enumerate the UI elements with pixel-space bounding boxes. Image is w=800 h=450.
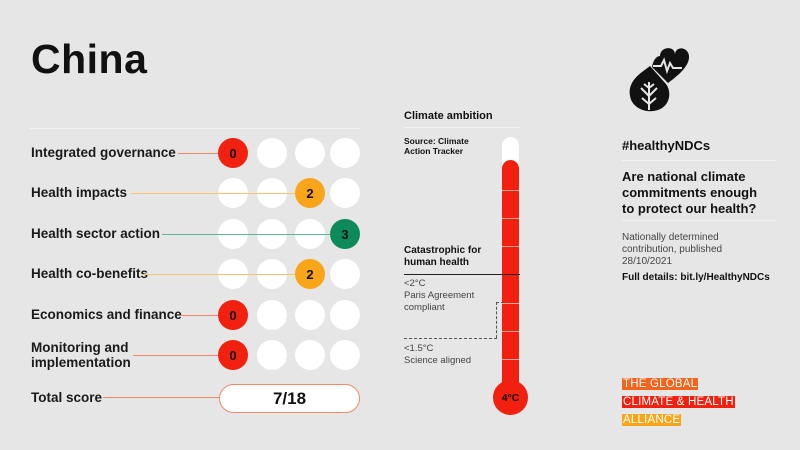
published-line: Nationally determined xyxy=(622,232,719,243)
thermometer-tick xyxy=(502,359,519,360)
logo-line-3: ALLIANCE xyxy=(622,414,682,426)
thermometer-tick xyxy=(502,246,519,247)
science-line: Science aligned xyxy=(404,355,472,366)
row-label: Health co-benefits xyxy=(31,266,149,281)
logo-line-2: CLIMATE & HEALTH xyxy=(622,396,735,408)
total-score-label: Total score xyxy=(31,390,103,405)
divider xyxy=(622,160,776,161)
thermometer-tick xyxy=(502,190,519,191)
score-dot xyxy=(295,300,325,330)
row-label: Monitoring and implementation xyxy=(31,340,131,370)
score-dot xyxy=(330,259,360,289)
thermometer-tick xyxy=(502,218,519,219)
gcha-logo: THE GLOBAL CLIMATE & HEALTH ALLIANCE xyxy=(622,374,735,428)
row-label: Economics and finance xyxy=(31,307,182,322)
thermometer-bulb: 4°C xyxy=(493,380,528,415)
published-note: Nationally determined contribution, publ… xyxy=(622,232,722,268)
score-dot xyxy=(257,138,287,168)
paris-dotted-line xyxy=(496,302,497,338)
catastrophic-label: Catastrophic for human health xyxy=(404,245,481,269)
score-dot xyxy=(257,340,287,370)
paris-dotted-line xyxy=(496,302,504,303)
row-connector xyxy=(180,315,218,316)
row-label: Health sector action xyxy=(31,226,161,241)
source-line: Action Tracker xyxy=(404,146,464,156)
catastrophic-threshold-line xyxy=(404,274,520,275)
row-connector xyxy=(218,274,295,275)
row-label-line: Monitoring and xyxy=(31,340,129,355)
total-score-value: 7/18 xyxy=(219,384,360,413)
thermometer-fill xyxy=(502,160,519,390)
row-connector xyxy=(218,234,330,235)
logo-line-1: THE GLOBAL xyxy=(622,378,699,390)
paris-line: <2°C xyxy=(404,278,426,289)
divider xyxy=(30,128,360,129)
row-connector xyxy=(131,193,295,194)
climate-ambition-title: Climate ambition xyxy=(404,110,493,122)
score-dot-active: 2 xyxy=(295,178,325,208)
source-note: Source: Climate Action Tracker xyxy=(404,136,469,156)
question-heading: Are national climate commitments enough … xyxy=(622,169,757,217)
question-line: commitments enough xyxy=(622,185,758,200)
score-dot xyxy=(295,138,325,168)
paris-line: compliant xyxy=(404,302,445,313)
question-line: to protect our health? xyxy=(622,201,757,216)
country-title: China xyxy=(31,36,148,82)
row-connector xyxy=(133,355,218,356)
paris-line: Paris Agreement xyxy=(404,290,475,301)
score-dot-active: 2 xyxy=(295,259,325,289)
score-dot xyxy=(330,300,360,330)
published-line: 28/10/2021 xyxy=(622,256,673,267)
row-label: Health impacts xyxy=(31,185,128,200)
score-dot-active: 0 xyxy=(218,340,248,370)
heart-leaf-icon xyxy=(620,44,690,114)
row-connector xyxy=(218,193,295,194)
thermometer-tick xyxy=(502,303,519,304)
catastrophic-line: human health xyxy=(404,257,470,268)
divider xyxy=(622,220,776,221)
catastrophic-line: Catastrophic for xyxy=(404,245,482,256)
thermometer-tick xyxy=(502,331,519,332)
score-dot xyxy=(330,138,360,168)
score-dot-active: 3 xyxy=(330,219,360,249)
source-line: Source: Climate xyxy=(404,136,469,146)
score-dot xyxy=(257,300,287,330)
science-line: <1.5°C xyxy=(404,343,434,354)
hashtag: #healthyNDCs xyxy=(622,138,711,153)
row-label-line: implementation xyxy=(31,355,131,370)
science-aligned-label: <1.5°C Science aligned xyxy=(404,343,471,367)
score-dot-active: 0 xyxy=(218,138,248,168)
full-details-link[interactable]: Full details: bit.ly/HealthyNDCs xyxy=(622,272,770,283)
score-dot xyxy=(330,340,360,370)
score-dot xyxy=(295,340,325,370)
score-dot xyxy=(330,178,360,208)
question-line: Are national climate xyxy=(622,169,746,184)
paris-agreement-label: <2°C Paris Agreement compliant xyxy=(404,278,474,314)
row-label: Integrated governance xyxy=(31,145,176,160)
published-line: contribution, published xyxy=(622,244,723,255)
score-dot-active: 0 xyxy=(218,300,248,330)
science-dotted-line xyxy=(404,338,497,339)
divider xyxy=(404,127,520,128)
row-connector xyxy=(178,153,218,154)
total-connector xyxy=(103,397,219,398)
